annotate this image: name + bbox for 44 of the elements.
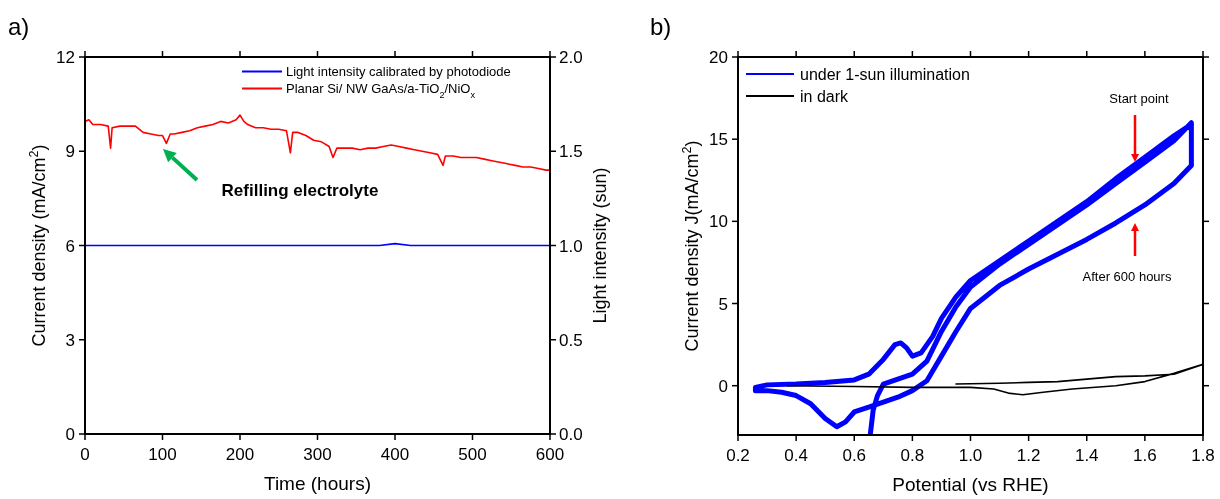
y-tick-label: 10	[709, 212, 728, 232]
x-tick-label: 0.2	[726, 446, 750, 465]
y2-tick-label: 1.0	[559, 236, 583, 256]
line-series	[85, 114, 550, 171]
y-tick-label: 12	[56, 48, 75, 67]
x-tick-label: 600	[535, 445, 565, 464]
y2-tick-label: 2.0	[559, 48, 583, 67]
y-tick-label: 0	[718, 376, 728, 396]
x-tick-label: 500	[458, 445, 487, 464]
x-tick-label: 0.8	[900, 446, 925, 465]
x-tick-label: 1.6	[1133, 446, 1157, 465]
x-tick-label: 200	[225, 445, 255, 464]
legend-label: under 1-sun illumination	[800, 65, 970, 83]
text: b)	[650, 13, 672, 40]
y2-tick-label: 0.5	[559, 330, 583, 350]
x-tick-label: 1.0	[958, 446, 983, 465]
x-tick-label: 300	[303, 445, 332, 464]
y-tick-label: 3	[65, 330, 75, 350]
x-tick-label: 0.4	[784, 446, 808, 465]
y2-axis-title: Light intensity (sun)	[590, 167, 610, 324]
y-tick-label: 5	[718, 294, 728, 314]
legend-label: Planar Si/ NW GaAs/a-TiO$_{2}$/NiO$_{x}$	[286, 81, 476, 101]
x-tick-label: 100	[148, 445, 177, 464]
y-tick-label: 20	[709, 48, 728, 67]
y-tick-label: 9	[65, 142, 75, 162]
x-tick-label: 1.8	[1191, 446, 1215, 465]
x-axis-title: Potential (vs RHE)	[892, 474, 1049, 495]
y2-tick-label: 1.5	[559, 142, 583, 162]
annotation: Start point	[1109, 91, 1170, 106]
annotation: After 600 hours	[1082, 269, 1172, 284]
y-tick-label: 0	[65, 425, 75, 444]
legend-label: Light intensity calibrated by photodiode	[286, 64, 511, 80]
y-tick-label: 6	[65, 236, 75, 256]
x-tick-label: 400	[380, 445, 410, 464]
legend-label: in dark	[800, 87, 850, 105]
x-axis-title: Time (hours)	[264, 473, 371, 494]
text: a)	[8, 13, 30, 40]
x-tick-label: 0	[80, 445, 90, 464]
y2-tick-label: 0.0	[559, 425, 583, 444]
y-tick-label: 15	[709, 130, 728, 150]
annotation: Refilling electrolyte	[221, 181, 379, 200]
x-tick-label: 1.2	[1016, 446, 1041, 465]
x-tick-label: 0.6	[842, 446, 867, 465]
x-tick-label: 1.4	[1074, 446, 1099, 465]
